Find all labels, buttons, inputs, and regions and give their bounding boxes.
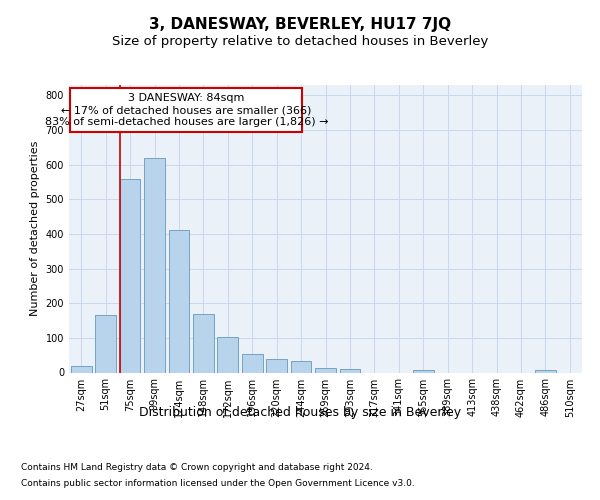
Bar: [290, 362, 311, 372]
Bar: [242, 354, 263, 372]
Text: 3, DANESWAY, BEVERLEY, HU17 7JQ: 3, DANESWAY, BEVERLEY, HU17 7JQ: [149, 18, 451, 32]
Bar: [193, 314, 214, 372]
Bar: [169, 230, 190, 372]
Text: 83% of semi-detached houses are larger (1,826) →: 83% of semi-detached houses are larger (…: [44, 117, 328, 127]
Bar: [71, 366, 92, 372]
Bar: [95, 316, 116, 372]
Bar: [144, 158, 165, 372]
Bar: [217, 337, 238, 372]
Text: Distribution of detached houses by size in Beverley: Distribution of detached houses by size …: [139, 406, 461, 419]
Bar: [340, 368, 361, 372]
Text: Size of property relative to detached houses in Beverley: Size of property relative to detached ho…: [112, 35, 488, 48]
Text: 3 DANESWAY: 84sqm: 3 DANESWAY: 84sqm: [128, 93, 244, 103]
Bar: [535, 370, 556, 372]
Text: Contains public sector information licensed under the Open Government Licence v3: Contains public sector information licen…: [21, 480, 415, 488]
Bar: [315, 368, 336, 372]
Y-axis label: Number of detached properties: Number of detached properties: [30, 141, 40, 316]
Bar: [266, 358, 287, 372]
Text: ← 17% of detached houses are smaller (366): ← 17% of detached houses are smaller (36…: [61, 105, 311, 115]
FancyBboxPatch shape: [70, 88, 302, 132]
Bar: [413, 370, 434, 372]
Bar: [119, 178, 140, 372]
Text: Contains HM Land Registry data © Crown copyright and database right 2024.: Contains HM Land Registry data © Crown c…: [21, 463, 373, 472]
